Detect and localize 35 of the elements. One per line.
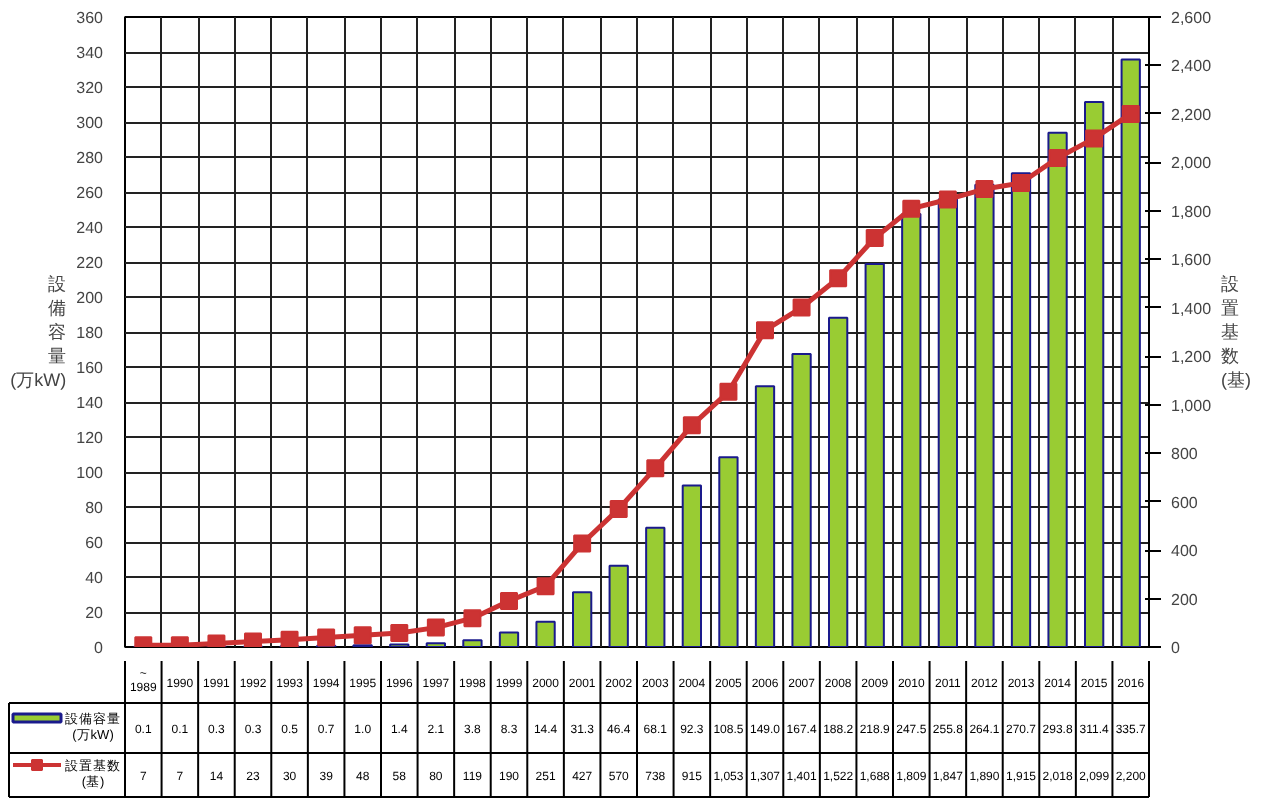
y-tick-label: 0 (94, 639, 105, 657)
y-tick-label: 80 (85, 499, 105, 517)
y-tick-label: 120 (76, 429, 105, 447)
y-tick-label: 300 (76, 114, 105, 132)
y-tick-label: 160 (76, 359, 105, 377)
y-tick-label: 180 (76, 324, 105, 342)
y-axis-title: 設備容量 (万kW) (10, 274, 67, 390)
y-tick-label: 40 (85, 569, 105, 587)
y2-tick-label: 0 (1171, 639, 1181, 657)
y-tick-label: 20 (85, 604, 105, 622)
y2-tick-label: 2,600 (1171, 9, 1213, 27)
y-tick-label: 60 (85, 534, 105, 552)
y-tick-label: 320 (76, 79, 105, 97)
y-tick-label: 280 (76, 149, 105, 167)
y-tick-label: 260 (76, 184, 105, 202)
y2-tick-label: 2,000 (1171, 154, 1213, 173)
y-tick-label: 140 (76, 394, 105, 412)
y2-tick-label: 400 (1171, 542, 1199, 561)
y2-tick-label: 800 (1171, 445, 1199, 464)
y-tick-label: 340 (76, 44, 105, 62)
y2-tick-label: 1,800 (1171, 202, 1213, 221)
y2-tick-label: 1,000 (1171, 396, 1213, 415)
y2-tick-label: 200 (1171, 590, 1199, 609)
y-tick-label: 360 (76, 9, 105, 27)
y2-tick-label: 1,400 (1171, 299, 1213, 318)
y-tick-label: 240 (76, 219, 105, 237)
y-tick-label: 100 (76, 464, 105, 482)
y2-tick-label: 600 (1171, 493, 1199, 512)
y2-tick-label: 1,600 (1171, 251, 1213, 270)
y2-tick-label: 2,400 (1171, 57, 1213, 76)
y-tick-label: 200 (76, 289, 105, 307)
y-tick-label: 220 (76, 254, 105, 272)
y2-axis-title: 設置基数 (基) (1221, 274, 1252, 390)
y2-tick-label: 2,200 (1171, 105, 1213, 124)
y2-tick-label: 1,200 (1171, 348, 1213, 367)
